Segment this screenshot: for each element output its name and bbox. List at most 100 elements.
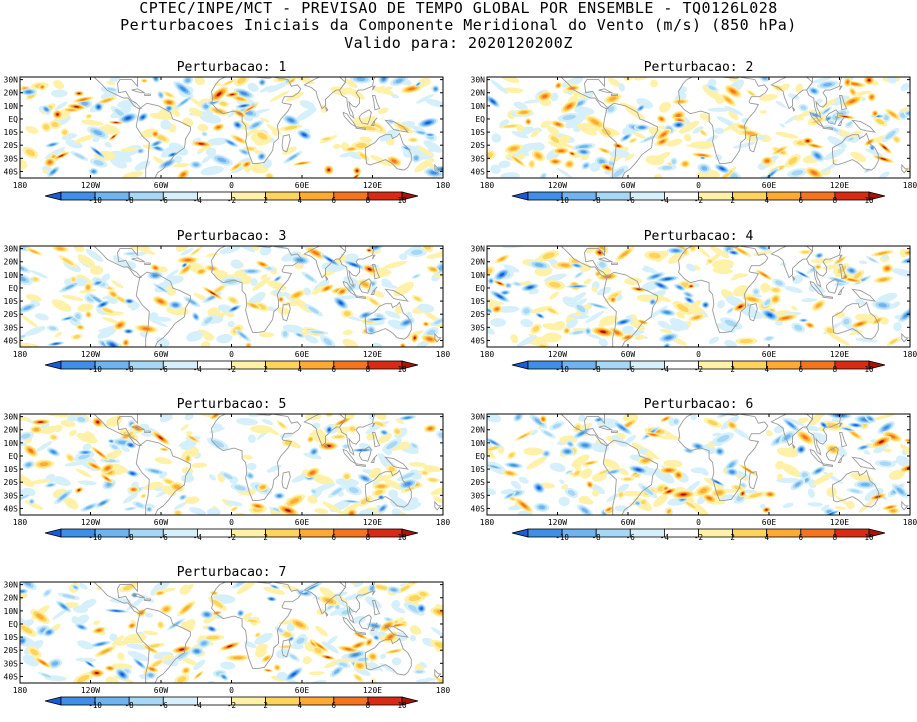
lon-label: 60E	[762, 518, 777, 527]
colorbar-label: 10	[864, 196, 874, 205]
field-blob	[438, 432, 443, 438]
field-blob	[173, 484, 181, 489]
field-blob	[129, 444, 133, 446]
field-blob	[680, 493, 687, 496]
field-blob	[576, 304, 586, 313]
land-outline	[598, 425, 614, 431]
field-blob	[180, 439, 197, 451]
lat-label: 20S	[4, 141, 19, 150]
field-blob	[77, 674, 90, 683]
field-blob	[282, 146, 297, 155]
lon-label: 120E	[830, 350, 849, 359]
colorbar-arrow-high	[401, 191, 419, 201]
field-blob	[487, 446, 496, 459]
field-blob	[313, 482, 336, 492]
field-blob	[302, 656, 312, 665]
field-blob	[154, 457, 172, 465]
land-outline	[434, 500, 442, 511]
field-blob	[348, 147, 355, 151]
field-blob	[194, 315, 198, 319]
field-blob	[487, 152, 493, 159]
field-blob	[788, 422, 795, 428]
perturbation-field	[20, 77, 443, 178]
lat-label: 10S	[471, 465, 486, 474]
field-blob	[41, 673, 51, 678]
field-blob	[356, 77, 366, 81]
field-blob	[181, 172, 186, 177]
field-blob	[781, 316, 790, 320]
field-blob	[683, 162, 688, 166]
colorbar-box	[333, 360, 369, 370]
land-outline	[806, 77, 843, 119]
field-blob	[717, 300, 725, 309]
field-blob	[716, 323, 736, 333]
field-blob	[320, 104, 328, 113]
colorbar-label: 8	[366, 701, 371, 710]
colorbar-label: -4	[193, 701, 203, 710]
field-blob	[503, 124, 518, 128]
field-blob	[724, 105, 744, 116]
field-blob	[606, 493, 620, 502]
field-blob	[247, 106, 253, 111]
field-blob	[403, 320, 410, 325]
land-outline	[611, 93, 618, 96]
colorbar-label: 4	[297, 196, 302, 205]
field-blob	[259, 246, 272, 256]
colorbar-arrow-high	[401, 696, 419, 706]
field-blob	[355, 142, 367, 149]
land-outline	[839, 254, 843, 260]
field-blob	[488, 309, 491, 312]
lat-label: 40S	[471, 336, 486, 345]
field-blob	[877, 251, 888, 255]
field-blob	[850, 472, 874, 483]
field-blob	[556, 168, 573, 178]
field-blob	[80, 98, 87, 101]
field-blob	[73, 335, 81, 339]
field-blob	[547, 308, 557, 314]
field-blob	[788, 156, 798, 165]
field-blob	[550, 136, 560, 143]
field-blob	[523, 308, 530, 314]
field-blob	[345, 87, 365, 100]
field-blob	[826, 327, 834, 334]
field-blob	[801, 250, 810, 254]
field-blob	[414, 296, 421, 301]
lat-label: EQ	[8, 284, 18, 293]
field-blob	[552, 423, 562, 429]
field-blob	[220, 101, 227, 106]
field-blob	[78, 480, 97, 486]
field-blob	[65, 317, 71, 320]
colorbar-arrow-low	[44, 191, 62, 201]
field-blob	[708, 85, 716, 91]
field-blob	[122, 171, 144, 178]
field-blob	[658, 284, 663, 287]
field-blob	[632, 329, 645, 334]
field-blob	[775, 280, 783, 286]
field-blob	[61, 294, 84, 301]
field-blob	[578, 145, 589, 149]
field-blob	[78, 326, 83, 329]
field-blob	[123, 584, 135, 591]
field-blob	[20, 416, 31, 421]
field-blob	[792, 116, 805, 121]
field-blob	[242, 454, 253, 460]
field-blob	[511, 131, 529, 139]
land-outline	[822, 126, 833, 131]
colorbar-label: -2	[694, 196, 703, 205]
field-blob	[311, 330, 324, 334]
field-blob	[806, 140, 810, 142]
field-blob	[216, 126, 221, 129]
panel-title: Perturbacao: 5	[177, 397, 287, 412]
field-blob	[73, 246, 85, 253]
field-blob	[727, 308, 733, 313]
field-blob	[20, 335, 26, 338]
colorbar-box	[231, 528, 266, 538]
field-blob	[111, 635, 124, 646]
field-blob	[879, 278, 888, 281]
field-blob	[248, 619, 258, 623]
field-blob	[676, 303, 689, 313]
field-blob	[51, 450, 56, 454]
field-blob	[500, 172, 520, 178]
field-blob	[490, 279, 493, 283]
field-blob	[431, 627, 443, 638]
